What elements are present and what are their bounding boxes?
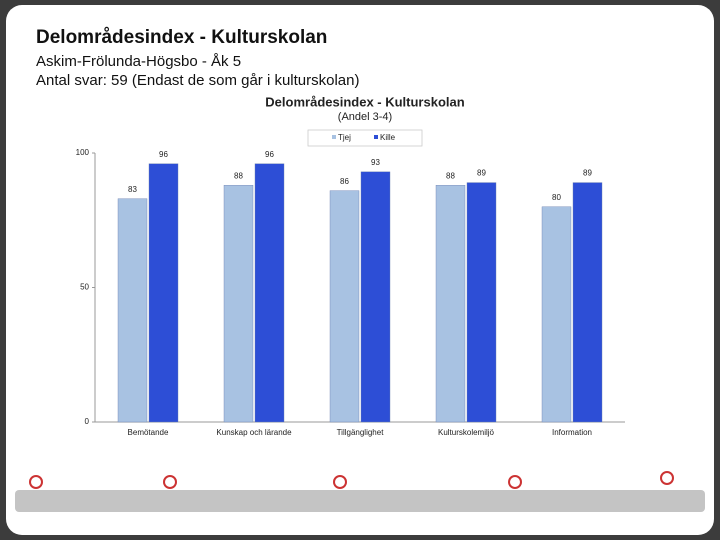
y-tick-label: 0 [85, 417, 90, 426]
data-label: 89 [477, 169, 486, 178]
bar [148, 163, 179, 423]
data-label: 96 [265, 150, 274, 159]
data-label: 93 [371, 158, 380, 167]
slide-subtitle: Antal svar: 59 (Endast de som går i kult… [36, 72, 360, 89]
x-tick-label: Kunskap och lärande [216, 428, 292, 437]
legend-swatch [374, 135, 378, 139]
x-tick-label: Kulturskolemiljö [438, 428, 495, 437]
bar [360, 171, 391, 423]
data-label: 80 [552, 193, 561, 202]
x-tick-label: Bemötande [128, 428, 169, 437]
x-tick-label: Information [552, 428, 592, 437]
data-label: 88 [446, 171, 455, 180]
data-label: 86 [340, 177, 349, 186]
bar [223, 185, 254, 423]
legend-label: Tjej [338, 133, 351, 142]
chart-title: Delområdesindex - Kulturskolan [265, 94, 464, 109]
legend-label: Kille [380, 133, 396, 142]
legend-box [307, 129, 423, 147]
data-label: 89 [583, 169, 592, 178]
bar [541, 206, 572, 423]
bar [466, 182, 497, 423]
y-tick-label: 50 [80, 283, 89, 292]
x-tick-label: Tillgänglighet [337, 428, 385, 437]
bar [572, 182, 603, 423]
bar [435, 185, 466, 423]
bar [329, 190, 360, 423]
slide-title: Delområdesindex - Kulturskolan [36, 27, 328, 48]
bar [254, 163, 285, 423]
data-label: 88 [234, 171, 243, 180]
bar [117, 198, 148, 423]
data-label: 96 [159, 150, 168, 159]
legend-swatch [332, 135, 336, 139]
chart-subtitle: (Andel 3-4) [338, 111, 392, 123]
decoration [15, 471, 705, 512]
slide-subtitle: Askim-Frölunda-Högsbo - Åk 5 [36, 53, 242, 70]
data-label: 83 [128, 185, 137, 194]
y-tick-label: 100 [76, 148, 90, 157]
